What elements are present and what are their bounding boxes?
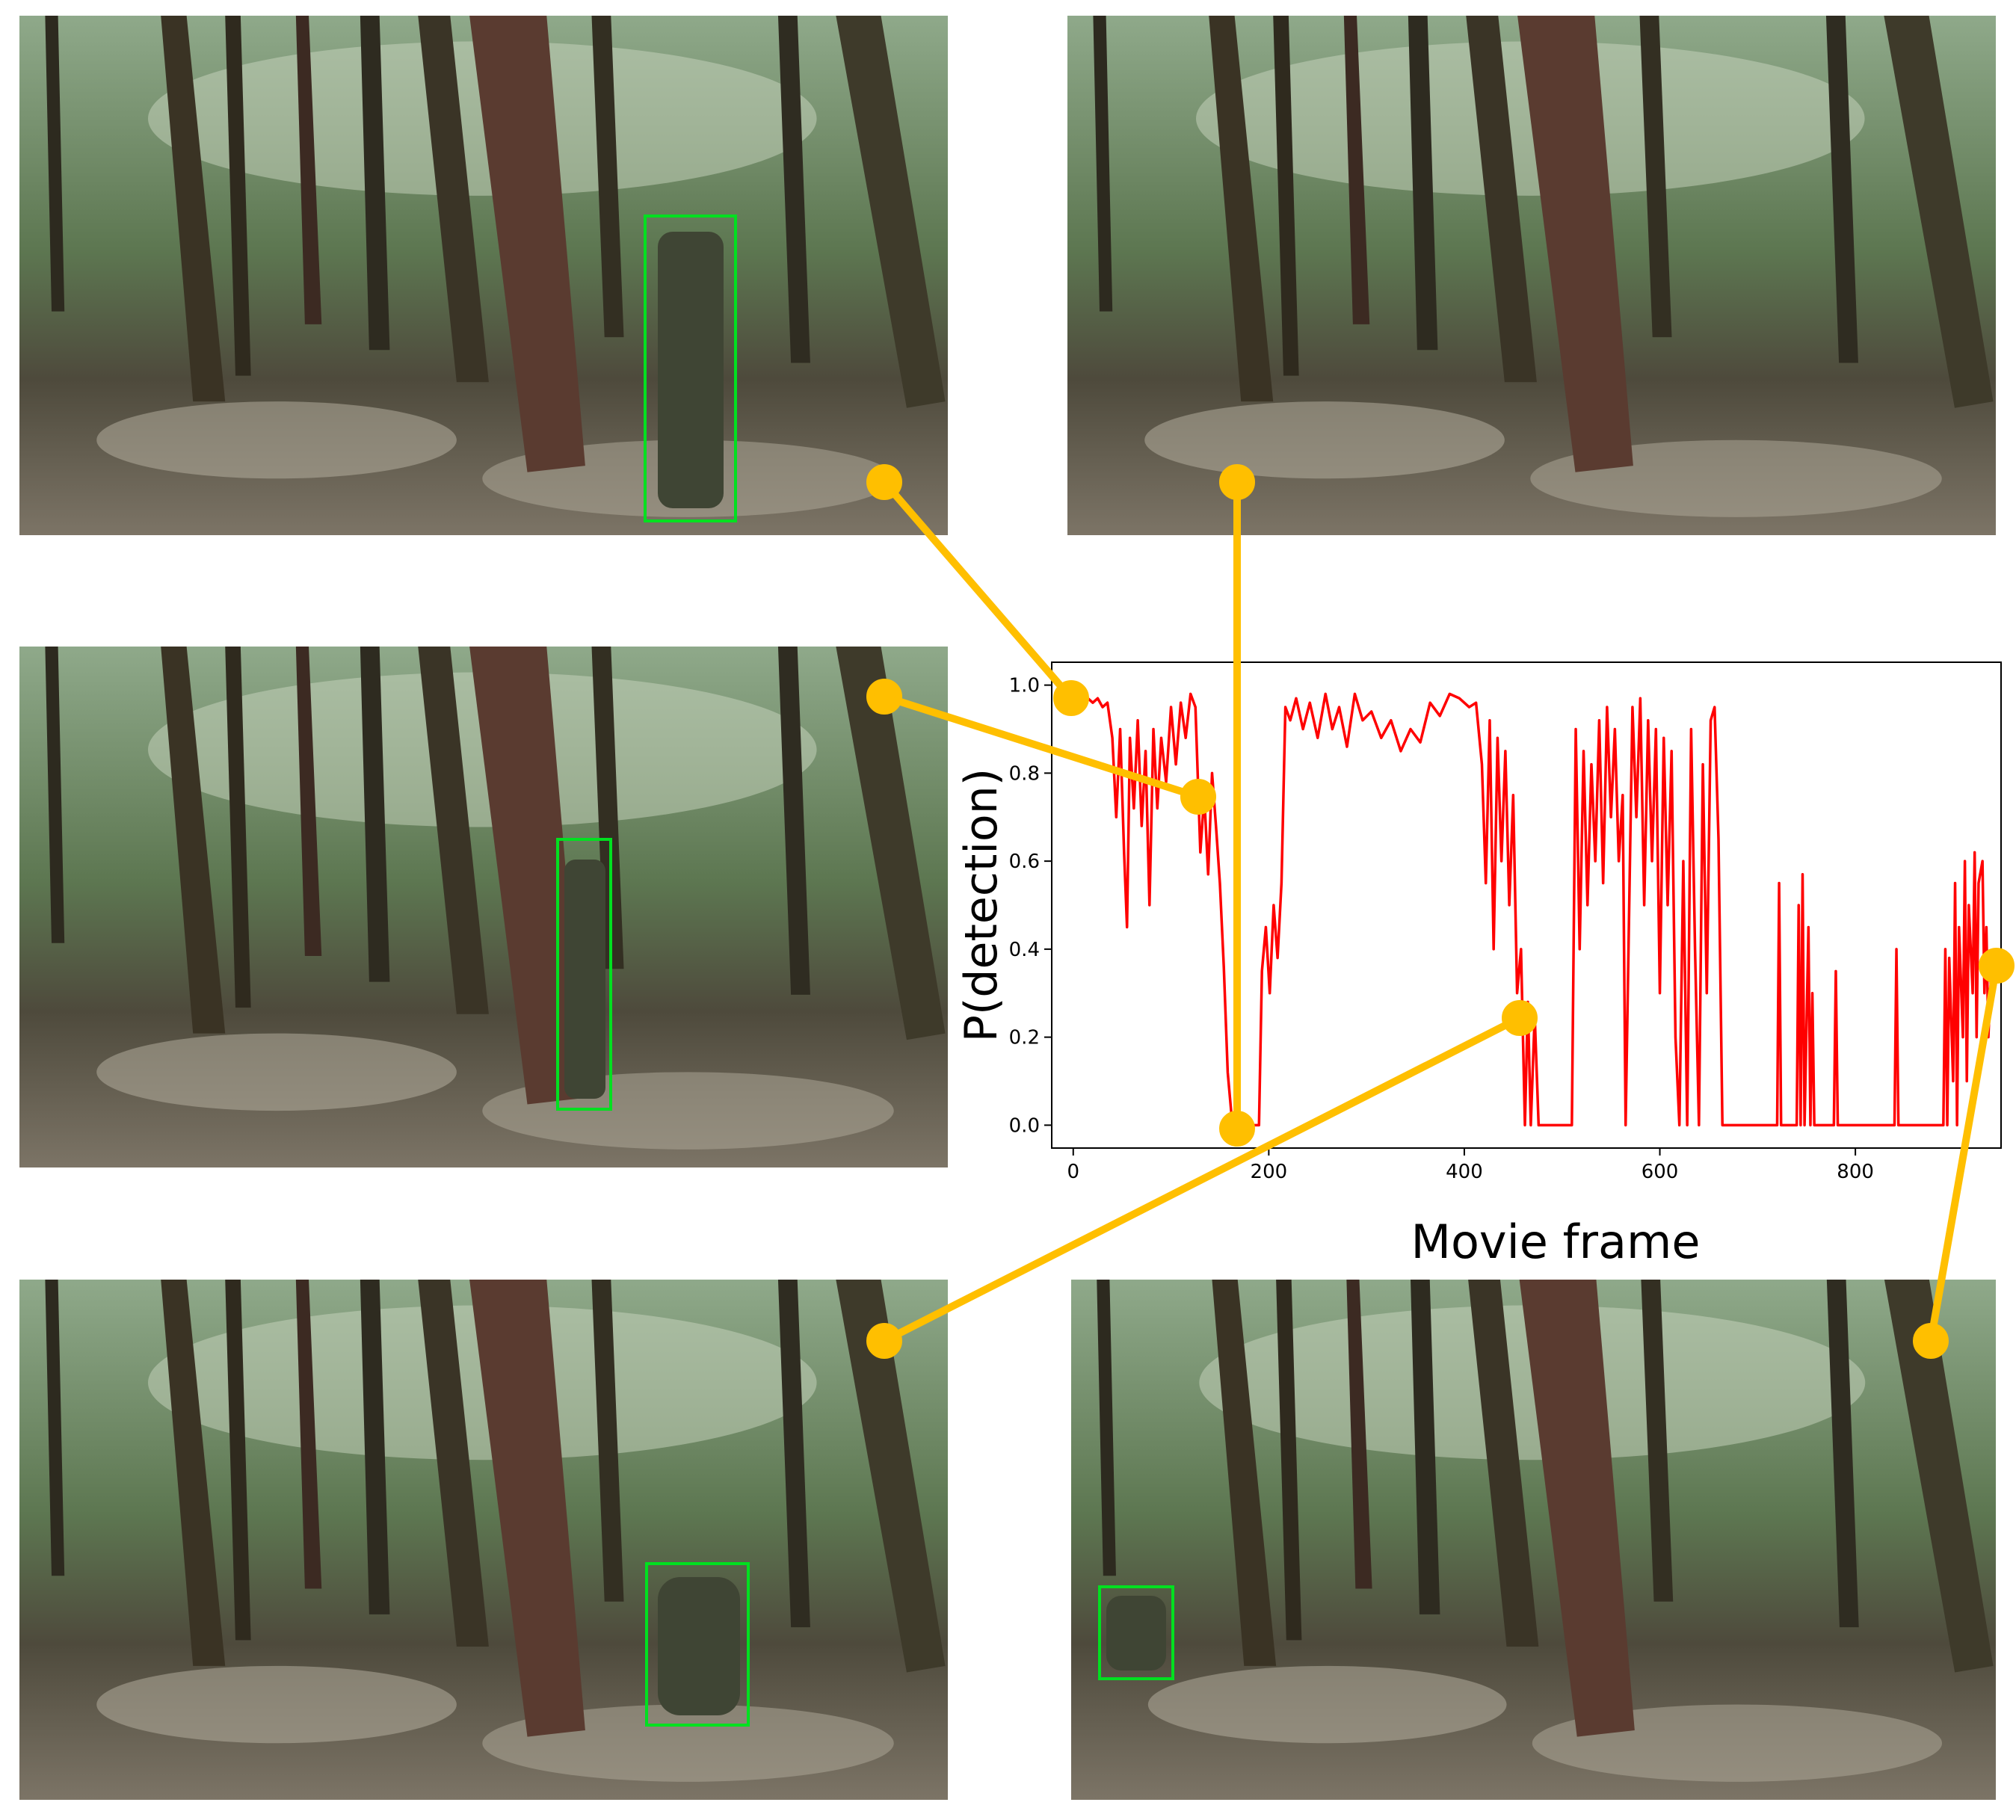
connector-dot xyxy=(1180,779,1216,815)
connector-dot xyxy=(1502,1000,1538,1036)
connector-dot xyxy=(866,464,902,500)
persons xyxy=(564,232,1166,1715)
connector xyxy=(881,479,1074,701)
x-tick-label: 200 xyxy=(1251,1161,1288,1183)
person xyxy=(1106,1596,1166,1671)
x-tick-label: 400 xyxy=(1446,1161,1483,1183)
y-tick-label: 0.4 xyxy=(1009,939,1040,961)
y-tick-label: 1.0 xyxy=(1009,675,1040,697)
connector-dot xyxy=(1219,1111,1255,1147)
detection-box xyxy=(645,1562,750,1727)
detection-box xyxy=(1098,1585,1174,1680)
connector-dot xyxy=(866,679,902,715)
connector-dot xyxy=(1913,1323,1949,1359)
y-tick-label: 0.0 xyxy=(1009,1114,1040,1137)
connector-dot xyxy=(1979,948,2015,984)
photo xyxy=(1067,16,1996,535)
y-tick-label: 0.2 xyxy=(1009,1027,1040,1049)
detection-boxes xyxy=(556,215,1174,1727)
connector-dot xyxy=(1053,680,1089,716)
y-axis-label: P(detection) xyxy=(955,768,1008,1042)
connector-dot xyxy=(1219,464,1255,500)
connector-dot xyxy=(866,1323,902,1359)
photo xyxy=(19,647,948,1167)
photo xyxy=(19,1280,948,1800)
person xyxy=(658,1577,740,1715)
connector xyxy=(882,1014,1522,1345)
person xyxy=(658,232,724,508)
x-tick-label: 0 xyxy=(1067,1161,1080,1183)
x-tick-label: 800 xyxy=(1837,1161,1874,1183)
x-tick-label: 600 xyxy=(1642,1161,1679,1183)
connectors xyxy=(866,464,2015,1359)
photo xyxy=(19,16,948,535)
y-tick-label: 0.8 xyxy=(1009,762,1040,785)
x-axis-label: Movie frame xyxy=(1411,1215,1700,1269)
detection-box xyxy=(556,838,612,1111)
y-tick-label: 0.6 xyxy=(1009,851,1040,873)
photo xyxy=(1071,1280,1996,1800)
detection-box xyxy=(644,215,737,522)
person xyxy=(564,860,605,1099)
connector xyxy=(1927,965,2000,1342)
connector xyxy=(883,693,1200,801)
